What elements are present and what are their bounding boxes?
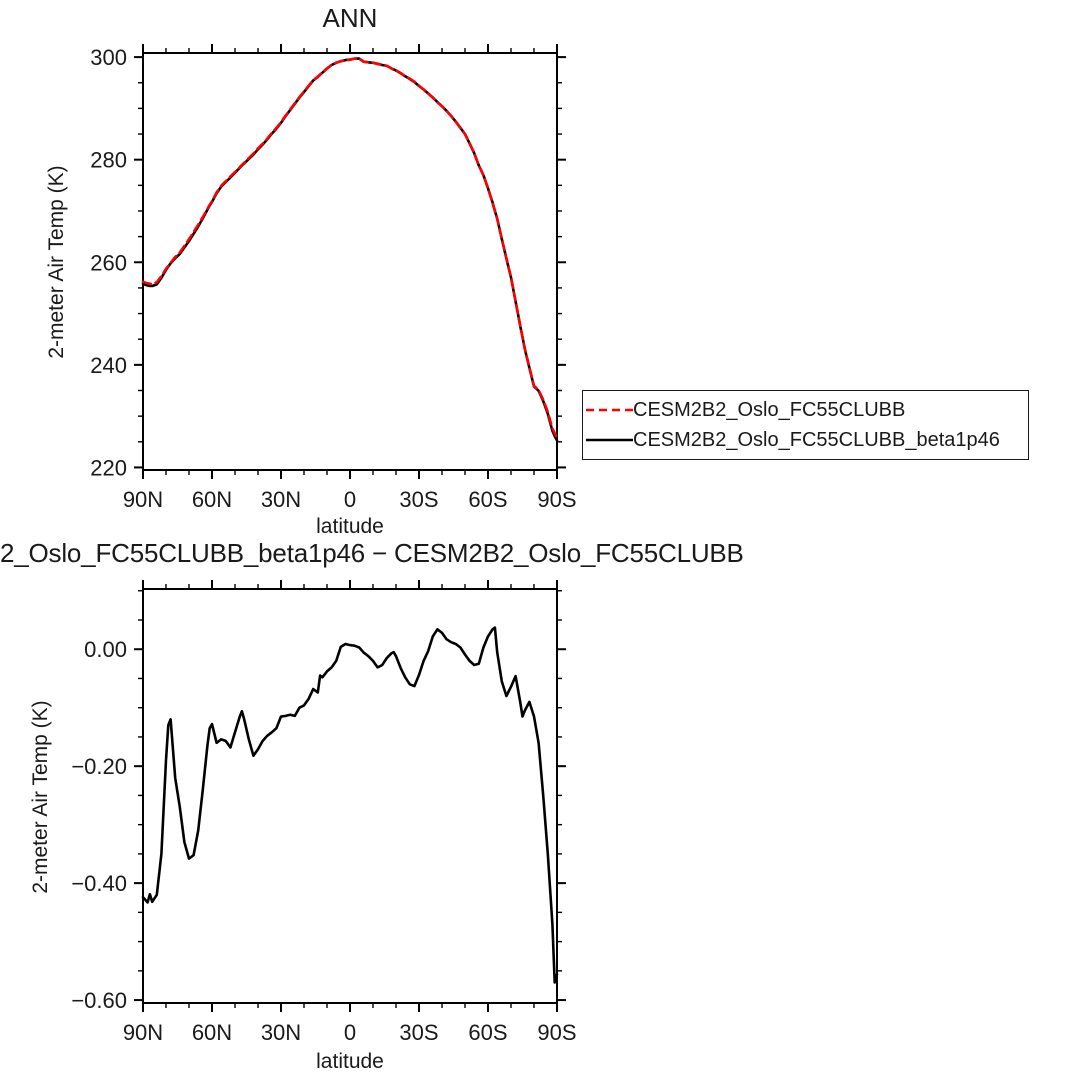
x-tick-label: 60N: [192, 487, 232, 512]
y-tick-label: −0.20: [71, 754, 127, 779]
x-tick-label: 60S: [468, 487, 507, 512]
bottom-y-axis-title: 2-meter Air Temp (K): [29, 700, 52, 894]
plot-frame: [142, 588, 558, 1004]
legend-label-control-run: CESM2B2_Oslo_FC55CLUBB: [633, 398, 906, 421]
x-tick-label: 0: [344, 1020, 356, 1045]
y-tick-label: 0.00: [84, 637, 127, 662]
bottom-chart-title: 2_Oslo_FC55CLUBB_beta1p46 − CESM2B2_Oslo…: [0, 538, 744, 568]
legend-sample-solid: [586, 439, 633, 442]
y-tick-label: 260: [90, 250, 127, 275]
x-tick-label: 30S: [399, 1020, 438, 1045]
y-tick-label: 280: [90, 148, 127, 173]
y-tick-label: 300: [90, 45, 127, 70]
x-tick-label: 30N: [261, 487, 301, 512]
series-line-0: [141, 57, 559, 440]
plot-frame: [142, 52, 558, 471]
series-line-1: [141, 57, 559, 442]
y-tick-label: −0.40: [71, 871, 127, 896]
x-tick-label: 30S: [399, 487, 438, 512]
x-tick-label: 60S: [468, 1020, 507, 1045]
legend-sample-dashed: [586, 408, 633, 411]
y-tick-label: 220: [90, 455, 127, 480]
series-line-0: [141, 626, 559, 984]
bottom-x-axis-title: latitude: [316, 1050, 384, 1073]
x-tick-label: 0: [344, 487, 356, 512]
top-chart-title: ANN: [322, 3, 378, 33]
y-tick-label: 240: [90, 353, 127, 378]
x-tick-label: 30N: [261, 1020, 301, 1045]
top-x-axis-title: latitude: [316, 515, 384, 538]
x-tick-label: 60N: [192, 1020, 232, 1045]
legend-item-control-run: CESM2B2_Oslo_FC55CLUBB: [585, 396, 1028, 424]
x-tick-label: 90S: [537, 1020, 576, 1045]
legend-item-beta-run: CESM2B2_Oslo_FC55CLUBB_beta1p46: [585, 426, 1028, 454]
legend-label-beta-run: CESM2B2_Oslo_FC55CLUBB_beta1p46: [633, 429, 1000, 452]
top-y-axis-title: 2-meter Air Temp (K): [45, 165, 68, 359]
legend: CESM2B2_Oslo_FC55CLUBB CESM2B2_Oslo_FC55…: [582, 390, 1029, 460]
x-tick-label: 90N: [123, 1020, 163, 1045]
x-tick-label: 90N: [123, 487, 163, 512]
y-tick-label: −0.60: [71, 988, 127, 1013]
x-tick-label: 90S: [537, 487, 576, 512]
